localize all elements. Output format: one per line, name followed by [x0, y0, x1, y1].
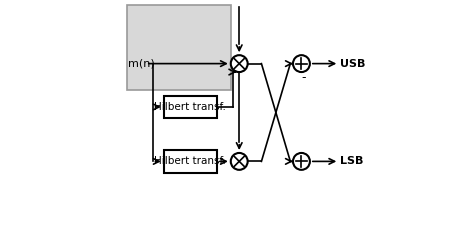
Bar: [164, 150, 217, 173]
Bar: [164, 96, 217, 118]
Text: USB: USB: [340, 58, 366, 69]
Circle shape: [293, 55, 310, 72]
Circle shape: [231, 55, 248, 72]
Text: m(n): m(n): [128, 58, 155, 69]
Text: -: -: [302, 71, 306, 84]
Circle shape: [231, 153, 248, 170]
Text: Hilbert transf.: Hilbert transf.: [155, 102, 226, 112]
Bar: [127, 5, 231, 90]
Text: Hilbert transf.: Hilbert transf.: [155, 156, 226, 166]
Circle shape: [293, 153, 310, 170]
Text: LSB: LSB: [340, 156, 364, 166]
